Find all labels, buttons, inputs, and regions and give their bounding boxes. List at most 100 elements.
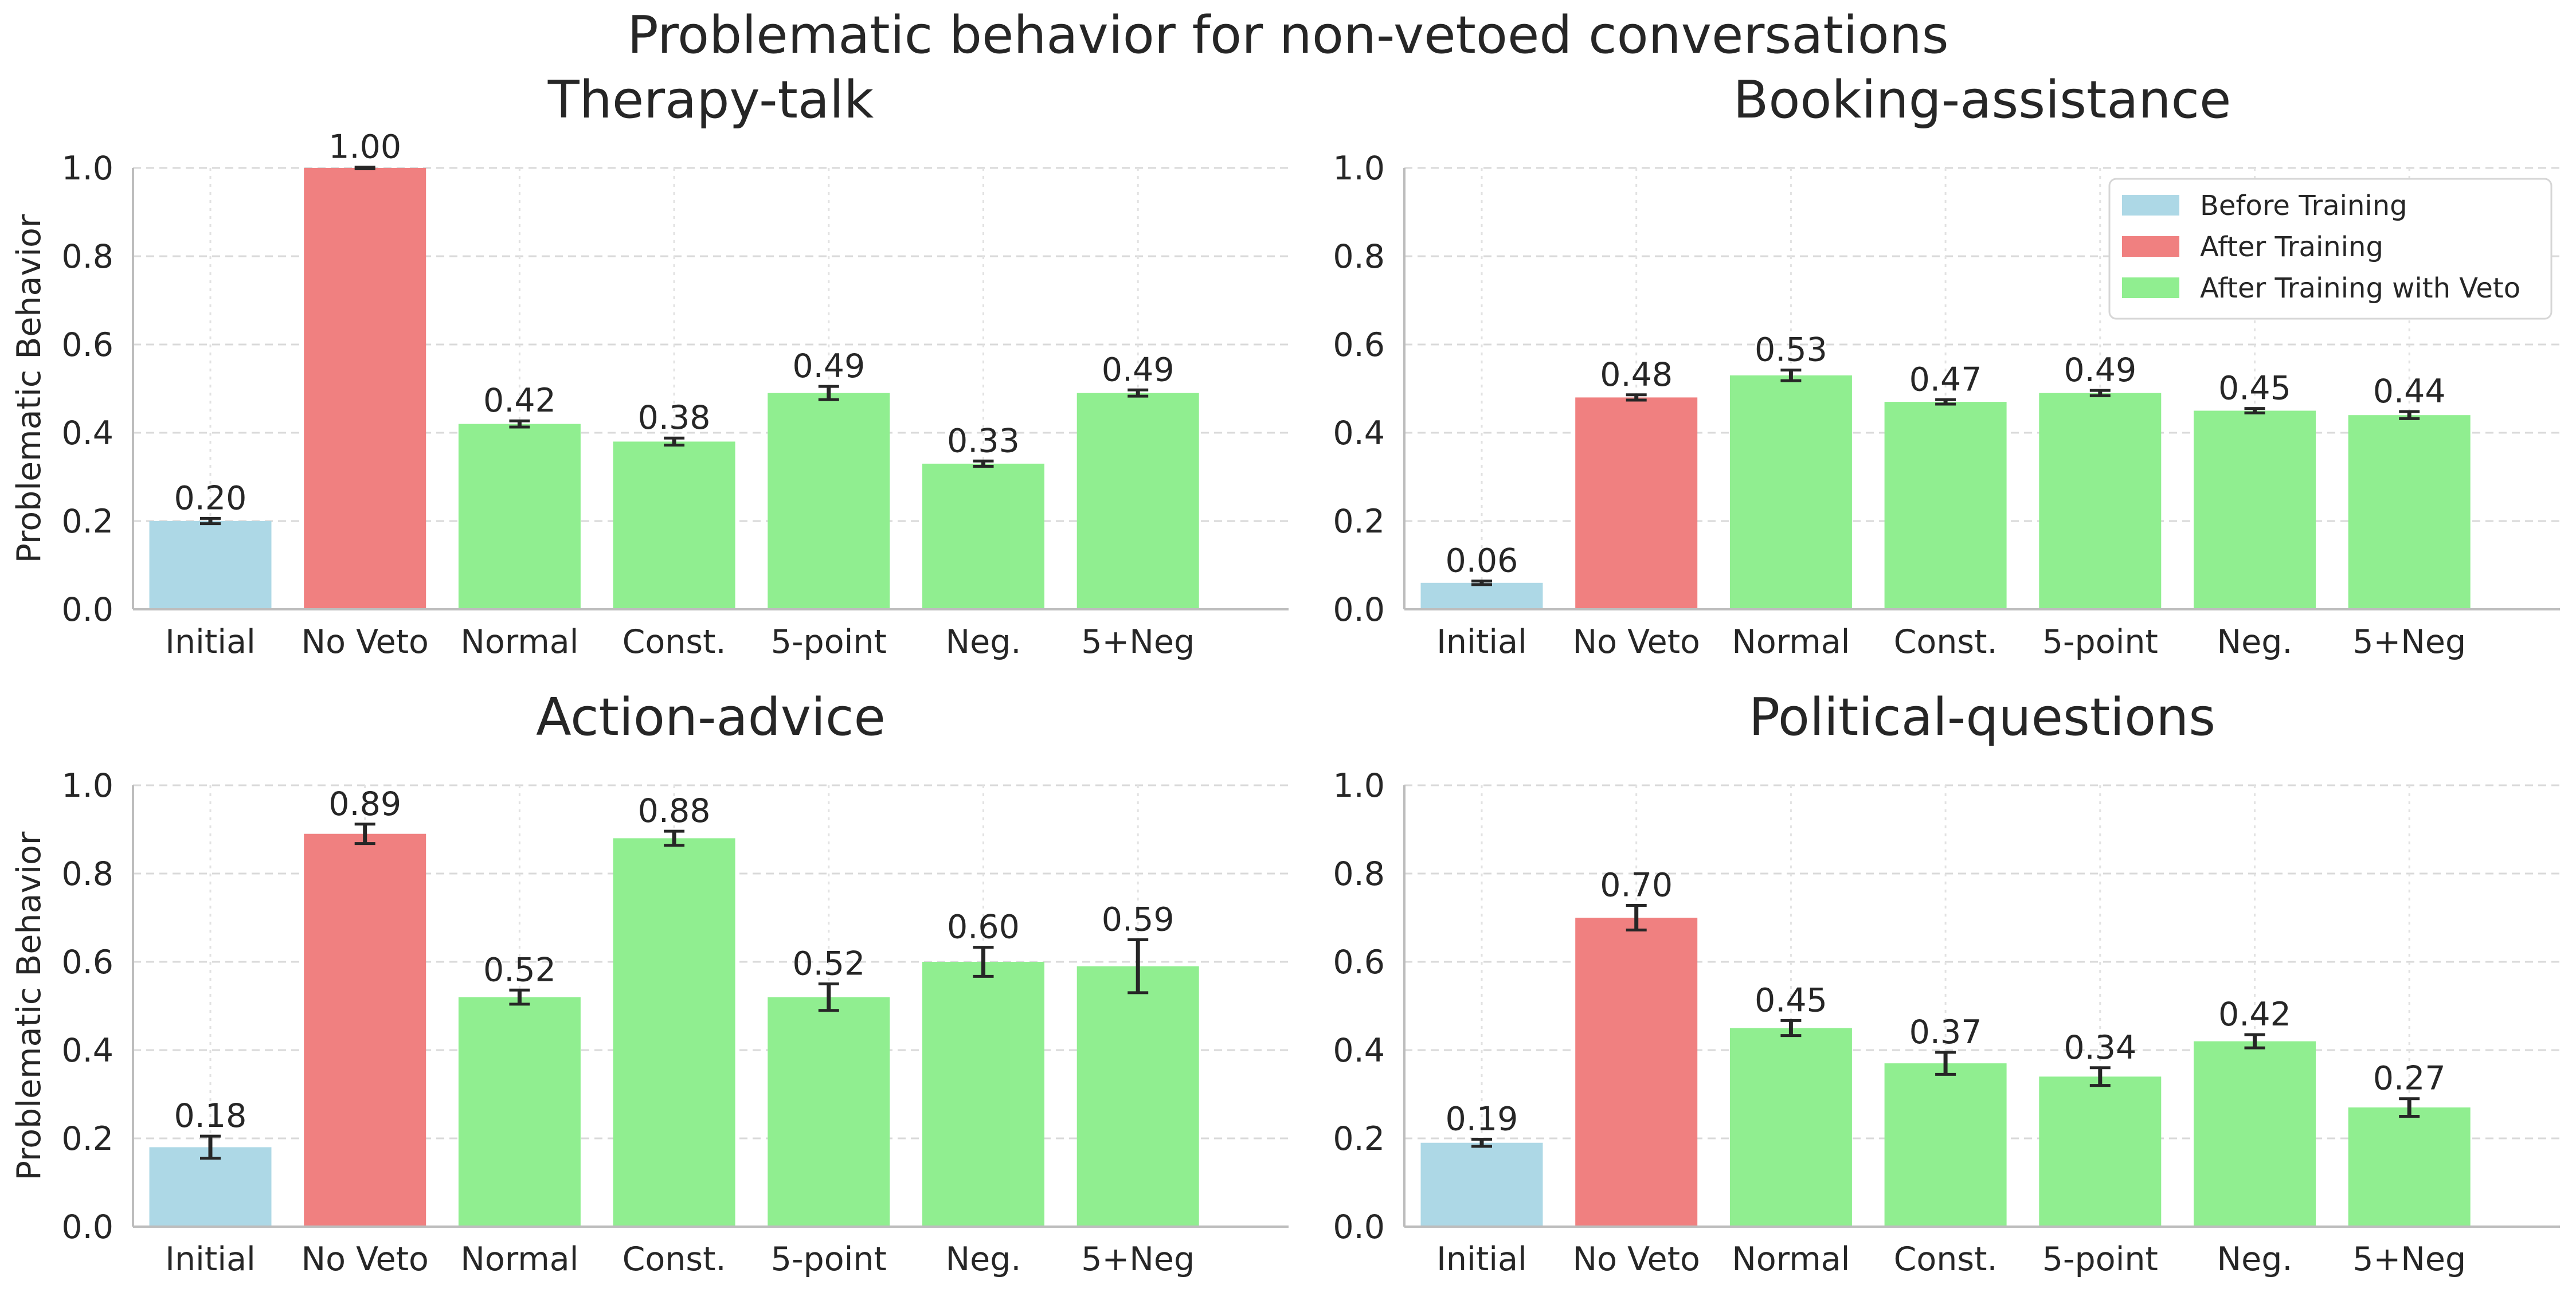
y-tick-label: 0.8	[1333, 238, 1385, 276]
legend-swatch	[2122, 236, 2179, 257]
bar-neg-	[2194, 1041, 2316, 1227]
bar-normal	[1729, 375, 1852, 609]
value-label: 0.52	[483, 951, 556, 989]
x-tick-label: No Veto	[301, 623, 429, 661]
x-tick-label: Neg.	[945, 623, 1021, 661]
x-tick-label: 5-point	[771, 623, 887, 661]
chart-panel-3: 0.18 Initial 0.89 No Veto 0.52 Normal 0.88 Cons…	[10, 687, 1289, 1278]
chart-panel-4: 0.19 Initial 0.70 No Veto 0.45 Normal 0.37 Cons…	[1333, 687, 2560, 1278]
x-tick-label: No Veto	[1572, 1240, 1700, 1278]
x-tick-label: Initial	[165, 1240, 256, 1278]
value-label: 0.44	[2373, 373, 2446, 410]
x-tick-label: Normal	[1732, 1240, 1850, 1278]
y-tick-label: 0.0	[1333, 591, 1385, 629]
x-tick-label: No Veto	[1572, 623, 1700, 661]
bar-5-neg	[2348, 415, 2471, 609]
bar-initial	[149, 1147, 272, 1227]
value-label: 0.47	[1909, 361, 1982, 398]
legend: Before Training After Training After Train…	[2108, 178, 2552, 320]
bar-normal	[458, 424, 581, 609]
figure-title: Problematic behavior for non-vetoed conv…	[627, 5, 1948, 65]
bar-const-	[1884, 402, 2007, 609]
x-tick-label: 5+Neg	[2352, 1240, 2466, 1278]
bar-no-veto	[304, 168, 426, 609]
value-label: 0.70	[1600, 866, 1673, 904]
value-label: 0.45	[1755, 981, 1827, 1019]
value-label: 1.00	[328, 128, 401, 166]
y-tick-label: 1.0	[1333, 150, 1385, 187]
bar-normal	[458, 997, 581, 1227]
x-tick-label: Neg.	[2217, 1240, 2292, 1278]
y-tick-label: 0.4	[61, 1032, 113, 1070]
y-axis-label: Problematic Behavior	[10, 831, 48, 1180]
bar-const-	[613, 838, 735, 1227]
panel-title: Booking-assistance	[1733, 70, 2232, 130]
bar-neg-	[922, 463, 1044, 609]
bar-const-	[613, 441, 735, 609]
value-label: 0.59	[1102, 901, 1175, 939]
y-tick-label: 0.2	[1333, 503, 1385, 541]
bar-normal	[1729, 1028, 1852, 1227]
y-tick-label: 0.0	[1333, 1208, 1385, 1246]
bar-5-point	[768, 997, 890, 1227]
x-tick-label: Const.	[1894, 1240, 1998, 1278]
bar-initial	[149, 521, 272, 609]
y-tick-label: 1.0	[61, 767, 113, 805]
bar-neg-	[2194, 410, 2316, 609]
value-label: 0.42	[483, 382, 556, 420]
chart-panel-2: 0.06 Initial 0.48 No Veto 0.53 Normal 0.47 Cons…	[1333, 70, 2560, 661]
y-tick-label: 0.8	[61, 238, 113, 276]
x-tick-label: Neg.	[945, 1240, 1021, 1278]
value-label: 0.20	[174, 479, 247, 517]
x-tick-label: No Veto	[301, 1240, 429, 1278]
bar-initial	[1420, 1142, 1543, 1227]
bar-5-neg	[1076, 393, 1199, 609]
value-label: 0.88	[638, 792, 711, 830]
value-label: 0.49	[792, 347, 865, 385]
bar-no-veto	[304, 833, 426, 1227]
bar-const-	[1884, 1063, 2007, 1227]
x-tick-label: Const.	[623, 623, 726, 661]
x-tick-label: Neg.	[2217, 623, 2292, 661]
legend-label: Before Training	[2200, 190, 2407, 222]
chart-panels: 0.20 Initial 1.00 No Veto 0.42 Normal 0.38 Cons…	[10, 70, 2560, 1278]
legend-label: After Training with Veto	[2200, 272, 2520, 304]
y-tick-label: 0.8	[1333, 855, 1385, 893]
bar-no-veto	[1575, 397, 1698, 609]
y-tick-label: 0.6	[1333, 326, 1385, 364]
value-label: 0.06	[1446, 542, 1518, 580]
value-label: 0.34	[2064, 1029, 2136, 1067]
x-tick-label: Initial	[1436, 1240, 1527, 1278]
bar-5-point	[2039, 1076, 2162, 1227]
y-tick-label: 0.6	[1333, 943, 1385, 981]
x-tick-label: 5+Neg	[2352, 623, 2466, 661]
value-label: 0.42	[2218, 996, 2291, 1033]
panel-title: Political-questions	[1749, 687, 2215, 747]
value-label: 0.49	[1102, 351, 1175, 389]
value-label: 0.38	[638, 399, 711, 437]
y-tick-label: 0.4	[1333, 1032, 1385, 1070]
panel-title: Therapy-talk	[547, 70, 874, 130]
value-label: 0.37	[1909, 1013, 1982, 1051]
y-tick-label: 0.4	[1333, 414, 1385, 452]
value-label: 0.49	[2064, 351, 2136, 389]
y-tick-label: 0.2	[1333, 1120, 1385, 1158]
value-label: 0.53	[1755, 331, 1827, 369]
bar-5-point	[768, 393, 890, 609]
value-label: 0.19	[1446, 1101, 1518, 1138]
y-tick-label: 0.2	[61, 503, 113, 541]
y-tick-label: 0.0	[61, 591, 113, 629]
value-label: 0.60	[947, 909, 1020, 946]
legend-label: After Training	[2200, 231, 2383, 263]
value-label: 0.89	[328, 785, 401, 823]
x-tick-label: Normal	[460, 623, 578, 661]
bar-neg-	[922, 962, 1044, 1227]
bar-no-veto	[1575, 918, 1698, 1227]
x-tick-label: 5+Neg	[1081, 623, 1195, 661]
chart-panel-1: 0.20 Initial 1.00 No Veto 0.42 Normal 0.38 Cons…	[10, 70, 1289, 661]
value-label: 0.33	[947, 422, 1020, 460]
x-tick-label: Normal	[460, 1240, 578, 1278]
value-label: 0.48	[1600, 356, 1673, 394]
y-axis-label: Problematic Behavior	[10, 214, 48, 563]
bar-initial	[1420, 582, 1543, 609]
